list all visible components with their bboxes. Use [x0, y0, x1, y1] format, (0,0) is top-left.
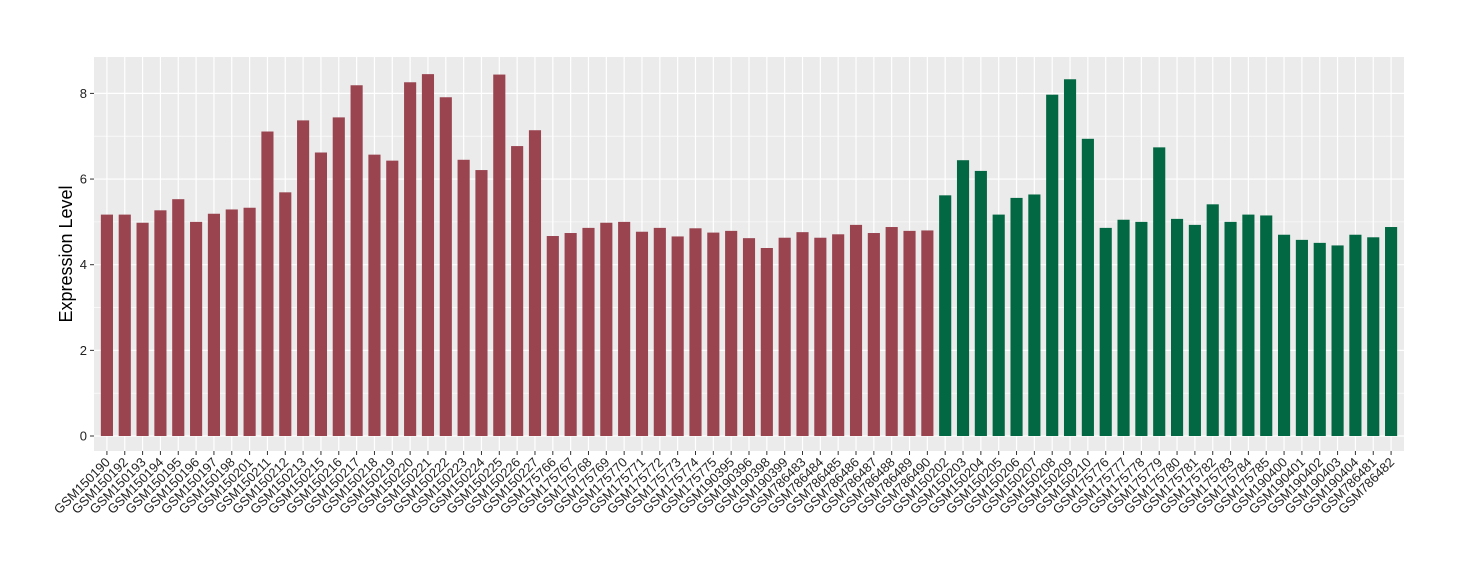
bar: [939, 195, 952, 437]
bar: [100, 214, 113, 437]
bar: [546, 236, 559, 437]
bar: [1063, 79, 1077, 437]
y-tick-label: 0: [80, 429, 87, 444]
bar: [671, 236, 684, 437]
bar: [832, 234, 845, 437]
bar: [956, 160, 970, 437]
bars: [100, 74, 1398, 437]
bar: [778, 237, 791, 437]
y-tick-label: 8: [80, 86, 87, 101]
bar: [154, 210, 167, 437]
bar: [814, 237, 827, 437]
y-tick-label: 6: [80, 172, 87, 187]
bar: [1135, 221, 1148, 437]
bar: [992, 214, 1005, 437]
bar: [1170, 218, 1184, 437]
bar: [207, 213, 220, 437]
bar: [225, 209, 238, 437]
bar: [1313, 242, 1326, 437]
bar: [297, 120, 310, 437]
bar: [582, 227, 595, 437]
bar: [172, 199, 185, 437]
bar: [1206, 204, 1219, 437]
y-axis: 0 2 4 6 8: [80, 86, 94, 444]
bar: [1278, 234, 1291, 437]
bar: [885, 227, 898, 437]
bar: [1099, 227, 1112, 437]
bar: [600, 222, 613, 437]
bar: [421, 74, 435, 437]
bar: [1224, 221, 1237, 437]
bar: [635, 231, 649, 437]
bar: [1331, 245, 1344, 437]
bar: [653, 227, 666, 437]
bar: [867, 233, 880, 437]
bar: [921, 230, 934, 437]
bar: [332, 117, 345, 437]
y-tick-label: 2: [80, 343, 87, 358]
bar: [190, 221, 203, 437]
bar: [528, 130, 542, 437]
bar: [350, 85, 363, 437]
bar: [760, 248, 773, 437]
bar: [618, 221, 631, 437]
bar: [404, 82, 417, 437]
bar: [1188, 224, 1201, 437]
bar: [849, 224, 863, 437]
bar: [1081, 138, 1094, 437]
bar: [279, 192, 292, 437]
y-tick-label: 4: [80, 257, 87, 272]
bar: [457, 159, 470, 437]
x-axis: GSM150190GSM150192GSM150193GSM150194GSM1…: [51, 451, 1397, 517]
bar: [368, 154, 381, 437]
y-axis-label: Expression Level: [56, 185, 76, 322]
bar: [1260, 215, 1273, 437]
bar: [903, 230, 916, 437]
bar: [261, 131, 274, 437]
bar: [493, 74, 506, 437]
bar: [796, 232, 809, 437]
bar: [243, 207, 256, 437]
bar: [439, 97, 452, 437]
bar: [689, 228, 702, 437]
bar: [1242, 214, 1255, 437]
bar: [136, 222, 149, 437]
bar: [475, 170, 488, 437]
bar: [386, 160, 399, 437]
bar: [1295, 239, 1308, 437]
bar: [1385, 227, 1398, 437]
bar: [1153, 147, 1166, 437]
bar: [1028, 194, 1041, 437]
bar: [742, 238, 756, 437]
bar: [1367, 237, 1380, 437]
bar: [1117, 219, 1130, 437]
bar: [314, 152, 328, 437]
bar: [725, 230, 738, 437]
bar: [564, 233, 577, 437]
bar: [974, 170, 987, 437]
bar: [707, 232, 720, 437]
bar: [1010, 197, 1023, 437]
bar: [118, 214, 131, 437]
bar: [511, 146, 524, 437]
bar: [1349, 234, 1362, 437]
bar: [1046, 94, 1059, 437]
